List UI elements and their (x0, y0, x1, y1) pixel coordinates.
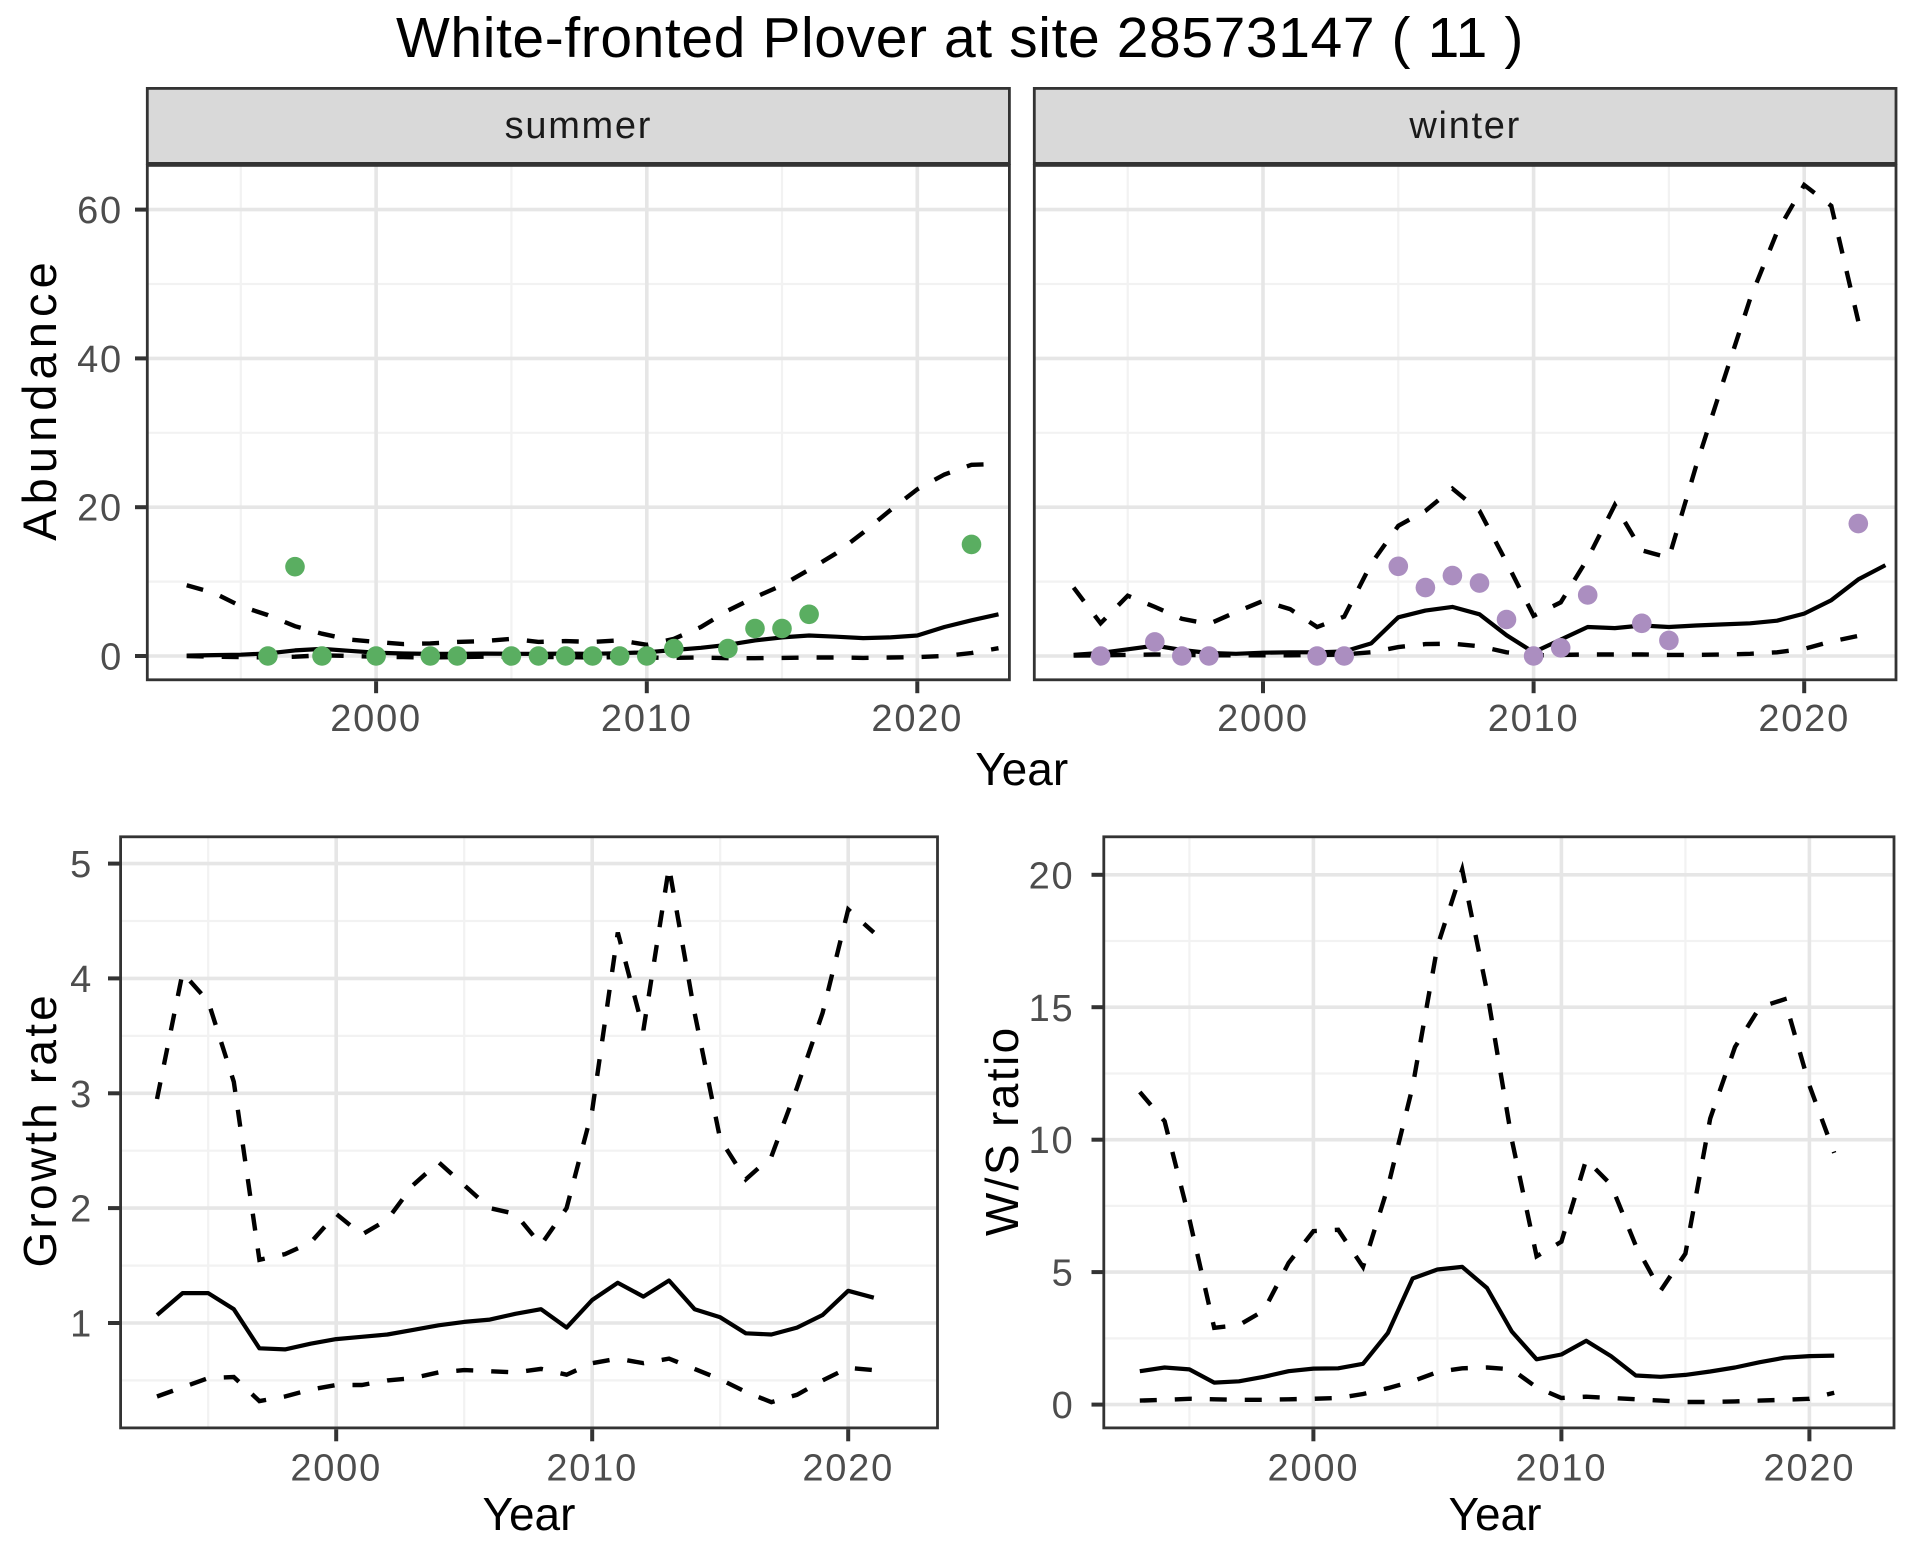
svg-text:Year: Year (1449, 1488, 1542, 1540)
svg-text:2: 2 (70, 1189, 93, 1231)
svg-text:0: 0 (1052, 1385, 1075, 1427)
svg-text:2020: 2020 (1764, 1448, 1856, 1490)
svg-text:2010: 2010 (601, 698, 693, 740)
svg-text:2020: 2020 (802, 1448, 894, 1490)
svg-text:Year: Year (975, 743, 1068, 795)
svg-text:5: 5 (70, 844, 93, 886)
svg-text:2000: 2000 (1268, 1448, 1360, 1490)
svg-text:20: 20 (77, 488, 123, 530)
svg-text:0: 0 (100, 637, 123, 679)
svg-text:2000: 2000 (1217, 698, 1309, 740)
svg-text:winter: winter (1408, 105, 1521, 147)
svg-text:2010: 2010 (1488, 698, 1580, 740)
svg-text:60: 60 (77, 190, 123, 232)
svg-text:Abundance: Abundance (13, 257, 66, 541)
svg-text:3: 3 (70, 1074, 93, 1116)
svg-text:2000: 2000 (290, 1448, 382, 1490)
svg-text:2020: 2020 (871, 698, 963, 740)
svg-text:Year: Year (483, 1488, 576, 1540)
svg-text:2010: 2010 (546, 1448, 638, 1490)
svg-text:summer: summer (505, 105, 652, 147)
svg-text:40: 40 (77, 339, 123, 381)
svg-text:Growth rate: Growth rate (14, 992, 66, 1268)
svg-text:White-fronted Plover at site 2: White-fronted Plover at site 28573147 ( … (396, 6, 1524, 70)
svg-text:2010: 2010 (1516, 1448, 1608, 1490)
svg-text:2020: 2020 (1758, 698, 1850, 740)
svg-text:1: 1 (70, 1304, 93, 1346)
svg-text:15: 15 (1029, 988, 1075, 1030)
svg-text:4: 4 (70, 959, 93, 1001)
svg-text:5: 5 (1052, 1253, 1075, 1295)
svg-text:10: 10 (1029, 1120, 1075, 1162)
svg-text:2000: 2000 (330, 698, 422, 740)
svg-text:20: 20 (1029, 855, 1075, 897)
svg-text:W/S ratio: W/S ratio (976, 1025, 1028, 1236)
